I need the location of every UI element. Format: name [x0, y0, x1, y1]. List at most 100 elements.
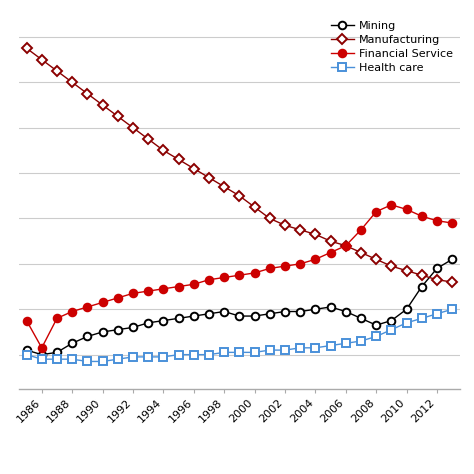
Manufacturing: [100, 102, 105, 108]
Mining: [84, 334, 90, 339]
Manufacturing: [24, 46, 29, 51]
Manufacturing: [84, 91, 90, 97]
Financial Service: [389, 202, 394, 208]
Mining: [115, 327, 120, 333]
Health care: [115, 356, 120, 362]
Manufacturing: [115, 113, 120, 119]
Mining: [176, 316, 182, 321]
Health care: [434, 311, 440, 317]
Financial Service: [237, 273, 242, 278]
Legend: Mining, Manufacturing, Financial Service, Health care: Mining, Manufacturing, Financial Service…: [327, 17, 457, 77]
Health care: [39, 356, 45, 362]
Health care: [389, 327, 394, 333]
Financial Service: [267, 265, 273, 271]
Health care: [54, 356, 60, 362]
Health care: [176, 352, 182, 357]
Financial Service: [161, 286, 166, 292]
Health care: [374, 334, 379, 339]
Mining: [206, 311, 212, 317]
Manufacturing: [69, 80, 75, 85]
Financial Service: [39, 345, 45, 351]
Line: Manufacturing: Manufacturing: [23, 45, 456, 286]
Health care: [328, 343, 333, 348]
Health care: [252, 349, 257, 355]
Financial Service: [449, 220, 455, 226]
Health care: [343, 340, 348, 346]
Financial Service: [358, 227, 364, 233]
Health care: [146, 354, 151, 360]
Financial Service: [191, 282, 197, 287]
Line: Health care: Health care: [23, 305, 456, 365]
Health care: [84, 359, 90, 365]
Health care: [206, 352, 212, 357]
Manufacturing: [252, 204, 257, 210]
Mining: [24, 347, 29, 353]
Manufacturing: [282, 222, 288, 228]
Financial Service: [312, 256, 318, 262]
Health care: [449, 306, 455, 312]
Mining: [419, 284, 425, 290]
Mining: [39, 352, 45, 357]
Manufacturing: [297, 227, 303, 233]
Financial Service: [130, 291, 136, 296]
Mining: [191, 313, 197, 319]
Mining: [161, 318, 166, 323]
Health care: [267, 347, 273, 353]
Health care: [24, 352, 29, 357]
Financial Service: [221, 274, 227, 280]
Mining: [343, 309, 348, 314]
Mining: [282, 309, 288, 314]
Financial Service: [176, 284, 182, 290]
Mining: [328, 304, 333, 310]
Health care: [100, 359, 105, 365]
Financial Service: [328, 250, 333, 255]
Manufacturing: [206, 175, 212, 181]
Financial Service: [69, 309, 75, 314]
Mining: [237, 313, 242, 319]
Financial Service: [115, 295, 120, 301]
Health care: [191, 352, 197, 357]
Manufacturing: [434, 277, 440, 283]
Manufacturing: [221, 184, 227, 190]
Manufacturing: [39, 57, 45, 63]
Manufacturing: [130, 125, 136, 130]
Line: Mining: Mining: [23, 255, 456, 358]
Health care: [221, 349, 227, 355]
Health care: [130, 354, 136, 360]
Financial Service: [84, 304, 90, 310]
Manufacturing: [54, 68, 60, 74]
Health care: [358, 338, 364, 344]
Health care: [297, 345, 303, 351]
Mining: [146, 320, 151, 326]
Manufacturing: [237, 193, 242, 199]
Health care: [404, 320, 410, 326]
Manufacturing: [176, 156, 182, 162]
Financial Service: [404, 207, 410, 212]
Mining: [312, 306, 318, 312]
Health care: [282, 347, 288, 353]
Manufacturing: [449, 279, 455, 285]
Manufacturing: [404, 268, 410, 273]
Manufacturing: [146, 136, 151, 142]
Health care: [161, 354, 166, 360]
Manufacturing: [419, 273, 425, 278]
Health care: [237, 349, 242, 355]
Health care: [69, 356, 75, 362]
Health care: [419, 316, 425, 321]
Line: Financial Service: Financial Service: [23, 201, 456, 352]
Mining: [374, 322, 379, 328]
Financial Service: [54, 316, 60, 321]
Financial Service: [343, 243, 348, 248]
Financial Service: [434, 218, 440, 224]
Mining: [389, 318, 394, 323]
Manufacturing: [374, 256, 379, 262]
Mining: [358, 316, 364, 321]
Mining: [297, 309, 303, 314]
Financial Service: [374, 209, 379, 215]
Mining: [252, 313, 257, 319]
Financial Service: [206, 277, 212, 283]
Manufacturing: [343, 243, 348, 248]
Mining: [449, 256, 455, 262]
Mining: [100, 329, 105, 335]
Manufacturing: [191, 166, 197, 172]
